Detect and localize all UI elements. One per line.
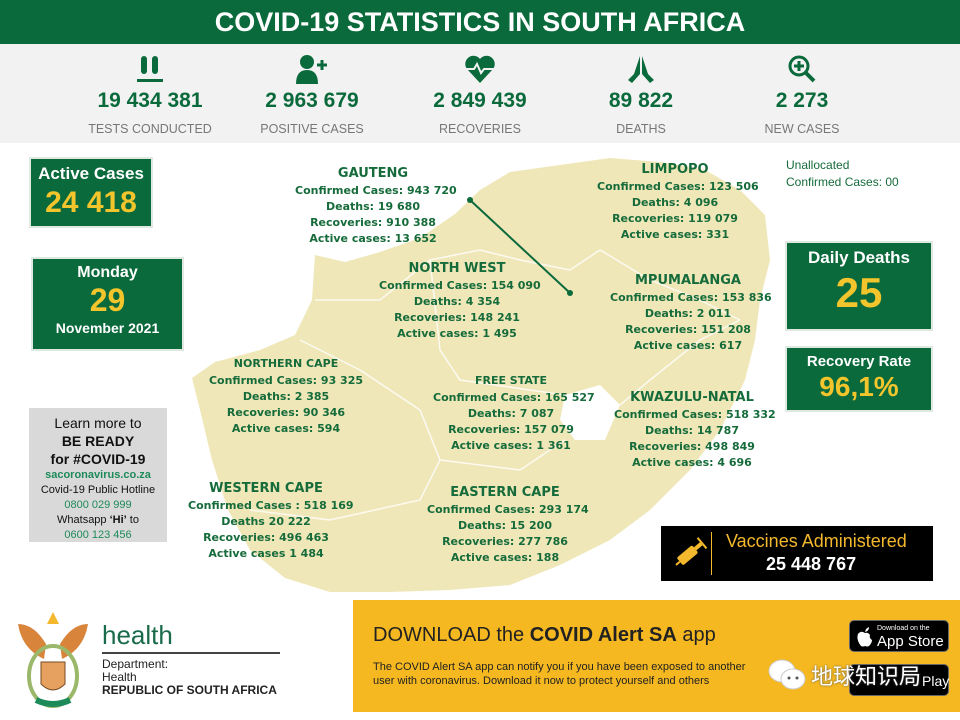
covid-alert-banner: DOWNLOAD the COVID Alert SA app The COVI… bbox=[353, 600, 960, 712]
app-store-button[interactable]: Download on the App Store bbox=[849, 620, 949, 652]
wechat-icon bbox=[768, 659, 806, 690]
apple-icon bbox=[857, 627, 872, 647]
stat-recoveries: 2 849 439 RECOVERIES bbox=[400, 44, 560, 136]
add-person-icon bbox=[232, 44, 392, 84]
region-free-state: FREE STATE Confirmed Cases: 165 527 Death… bbox=[433, 374, 595, 452]
zoom-plus-icon bbox=[722, 44, 882, 84]
coat-of-arms-icon bbox=[18, 612, 88, 708]
region-north-west: NORTH WEST Confirmed Cases: 154 090 Death… bbox=[379, 261, 541, 340]
stat-new-cases: 2 273 NEW CASES bbox=[722, 44, 882, 136]
map-shape bbox=[192, 158, 770, 592]
learn-more-box: Learn more to BE READY for #COVID-19 sac… bbox=[29, 408, 167, 542]
google-play-button[interactable]: Play bbox=[849, 664, 949, 696]
region-mpumalanga: MPUMALANGA Confirmed Cases: 153 836 Death… bbox=[610, 273, 772, 352]
region-gauteng: GAUTENG Confirmed Cases: 943 720 Deaths: … bbox=[295, 166, 457, 245]
watermark: 地球知识局 bbox=[767, 658, 921, 692]
region-kwazulu-natal: KWAZULU-NATAL Confirmed Cases: 518 332 De… bbox=[614, 390, 776, 469]
vaccines-box: Vaccines Administered 25 448 767 bbox=[661, 526, 933, 581]
recovery-rate-box: Recovery Rate 96,1% bbox=[785, 346, 933, 412]
lesotho-shape bbox=[560, 385, 620, 440]
date-box: Monday 29 November 2021 bbox=[31, 257, 184, 351]
region-western-cape: WESTERN CAPE Confirmed Cases : 518 169 De… bbox=[188, 481, 354, 560]
stat-deaths: 89 822 DEATHS bbox=[561, 44, 721, 136]
website-link[interactable]: sacoronavirus.co.za bbox=[45, 469, 151, 481]
daily-deaths-box: Daily Deaths 25 bbox=[785, 241, 933, 331]
stat-tests: 19 434 381 TESTS CONDUCTED bbox=[70, 44, 230, 136]
stat-positive: 2 963 679 POSITIVE CASES bbox=[232, 44, 392, 136]
page-title: COVID-19 STATISTICS IN SOUTH AFRICA bbox=[0, 0, 960, 44]
heartbeat-icon bbox=[400, 44, 560, 84]
unallocated-note: Unallocated Confirmed Cases: 00 bbox=[786, 158, 899, 189]
active-cases-box: Active Cases 24 418 bbox=[29, 157, 153, 228]
region-northern-cape: NORTHERN CAPE Confirmed Cases: 93 325 Dea… bbox=[208, 357, 364, 435]
region-limpopo: LIMPOPO Confirmed Cases: 123 506 Deaths: … bbox=[597, 162, 759, 241]
test-tubes-icon bbox=[70, 44, 230, 84]
praying-hands-icon bbox=[561, 44, 721, 84]
region-eastern-cape: EASTERN CAPE Confirmed Cases: 293 174 Dea… bbox=[427, 485, 589, 564]
gauteng-pointer-line bbox=[469, 199, 571, 294]
stats-band: 19 434 381 TESTS CONDUCTED 2 963 679 POS… bbox=[0, 44, 960, 143]
syringe-icon bbox=[675, 537, 708, 566]
